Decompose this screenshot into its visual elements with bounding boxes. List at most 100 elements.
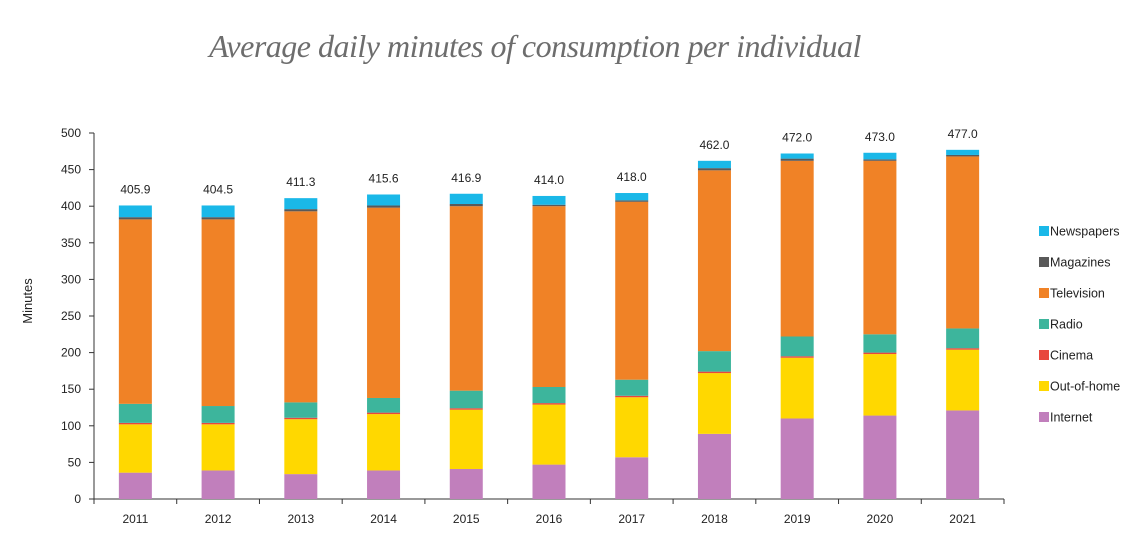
y-tick-label: 350 xyxy=(61,236,81,250)
x-tick-label: 2011 xyxy=(122,512,148,526)
bar-segment-internet-2015 xyxy=(449,468,483,499)
bar-segment-cinema-2015 xyxy=(449,408,483,410)
bar-segment-out-of-home-2016 xyxy=(532,404,566,465)
y-tick-label: 0 xyxy=(74,492,81,506)
bar-segment-cinema-2021 xyxy=(946,348,980,350)
y-tick-label: 450 xyxy=(61,163,81,177)
y-tick-label: 250 xyxy=(61,309,81,323)
bar-segment-magazines-2014 xyxy=(367,205,401,208)
bar-segment-cinema-2012 xyxy=(201,422,235,425)
legend-item-cinema: Cinema xyxy=(1039,349,1093,363)
bar-segment-radio-2015 xyxy=(449,390,483,409)
bar-segment-television-2012 xyxy=(201,219,235,407)
bar-segment-magazines-2011 xyxy=(118,217,152,220)
bar-segment-internet-2017 xyxy=(615,457,649,499)
bar-segment-cinema-2019 xyxy=(780,356,814,358)
bar-segment-radio-2019 xyxy=(780,336,814,357)
legend-label: Television xyxy=(1050,287,1105,301)
bar-segment-cinema-2016 xyxy=(532,403,566,405)
bar-segment-radio-2013 xyxy=(284,402,318,418)
bars xyxy=(118,149,980,499)
bar-segment-newspapers-2014 xyxy=(367,194,401,206)
bar-segment-television-2016 xyxy=(532,206,566,388)
legend-label: Internet xyxy=(1050,411,1093,425)
bar-segment-television-2018 xyxy=(697,170,731,352)
bar-segment-out-of-home-2017 xyxy=(615,397,649,458)
bar-segment-newspapers-2021 xyxy=(946,149,980,155)
legend-swatch xyxy=(1039,381,1049,391)
bar-segment-television-2011 xyxy=(118,219,152,404)
bar-segment-television-2015 xyxy=(449,206,483,391)
total-label-2021: 477.0 xyxy=(948,127,978,141)
legend-swatch xyxy=(1039,350,1049,360)
bar-segment-television-2014 xyxy=(367,207,401,398)
legend-item-out-of-home: Out-of-home xyxy=(1039,380,1120,394)
legend-item-radio: Radio xyxy=(1039,318,1083,332)
bar-segment-radio-2012 xyxy=(201,406,235,423)
total-label-2019: 472.0 xyxy=(782,130,812,144)
bar-segment-radio-2018 xyxy=(697,351,731,372)
bar-segment-television-2019 xyxy=(780,160,814,337)
bar-segment-out-of-home-2020 xyxy=(863,354,897,416)
bar-segment-radio-2014 xyxy=(367,397,401,413)
x-tick-label: 2016 xyxy=(536,512,563,526)
bar-segment-internet-2014 xyxy=(367,470,401,499)
bar-segment-magazines-2017 xyxy=(615,200,649,202)
x-tick-label: 2018 xyxy=(701,512,728,526)
bar-segment-out-of-home-2011 xyxy=(118,424,152,473)
legend-item-magazines: Magazines xyxy=(1039,256,1110,270)
bar-segment-out-of-home-2018 xyxy=(697,373,731,434)
bar-segment-internet-2011 xyxy=(118,472,152,499)
bar-segment-newspapers-2019 xyxy=(780,153,814,159)
legend-swatch xyxy=(1039,257,1049,267)
y-tick-label: 500 xyxy=(61,126,81,140)
x-tick-label: 2019 xyxy=(784,512,811,526)
x-tick-label: 2012 xyxy=(205,512,232,526)
legend-label: Newspapers xyxy=(1050,225,1119,239)
x-tick-label: 2013 xyxy=(287,512,314,526)
total-label-2018: 462.0 xyxy=(699,138,729,152)
total-label-2012: 404.5 xyxy=(203,182,233,196)
total-label-2015: 416.9 xyxy=(451,171,481,185)
y-tick-label: 400 xyxy=(61,199,81,213)
bar-segment-television-2017 xyxy=(615,201,649,380)
bar-segment-out-of-home-2015 xyxy=(449,409,483,469)
bar-segment-radio-2011 xyxy=(118,403,152,423)
y-tick-label: 200 xyxy=(61,346,81,360)
bar-segment-magazines-2018 xyxy=(697,168,731,171)
bar-segment-newspapers-2012 xyxy=(201,205,235,218)
bar-segment-radio-2020 xyxy=(863,334,897,353)
bar-segment-television-2020 xyxy=(863,160,897,335)
chart-title: Average daily minutes of consumption per… xyxy=(209,28,861,64)
legend-swatch xyxy=(1039,319,1049,329)
legend-label: Radio xyxy=(1050,318,1083,332)
x-tick-label: 2021 xyxy=(949,512,976,526)
bar-segment-magazines-2013 xyxy=(284,209,318,212)
bar-segment-out-of-home-2014 xyxy=(367,414,401,471)
bar-segment-internet-2013 xyxy=(284,474,318,499)
bar-segment-internet-2018 xyxy=(697,433,731,499)
bar-segment-internet-2021 xyxy=(946,410,980,499)
y-axis-label: Minutes xyxy=(20,278,35,324)
x-tick-label: 2020 xyxy=(867,512,894,526)
bar-segment-television-2021 xyxy=(946,156,980,329)
legend-label: Cinema xyxy=(1050,349,1093,363)
bar-segment-newspapers-2017 xyxy=(615,193,649,201)
bar-segment-radio-2021 xyxy=(946,328,980,349)
bar-segment-newspapers-2011 xyxy=(118,205,152,218)
total-label-2016: 414.0 xyxy=(534,173,564,187)
y-tick-label: 300 xyxy=(61,272,81,286)
x-tick-label: 2015 xyxy=(453,512,480,526)
total-label-2017: 418.0 xyxy=(617,170,647,184)
legend: Newspapers Magazines Television Radio Cinema… xyxy=(1039,225,1120,425)
bar-segment-newspapers-2020 xyxy=(863,152,897,160)
total-label-2011: 405.9 xyxy=(120,182,150,196)
total-label-2020: 473.0 xyxy=(865,130,895,144)
bar-segment-magazines-2016 xyxy=(532,204,566,207)
bar-segment-magazines-2012 xyxy=(201,217,235,220)
legend-swatch xyxy=(1039,226,1049,236)
bar-segment-cinema-2017 xyxy=(615,395,649,398)
bar-segment-newspapers-2015 xyxy=(449,193,483,205)
y-tick-label: 50 xyxy=(68,455,82,469)
